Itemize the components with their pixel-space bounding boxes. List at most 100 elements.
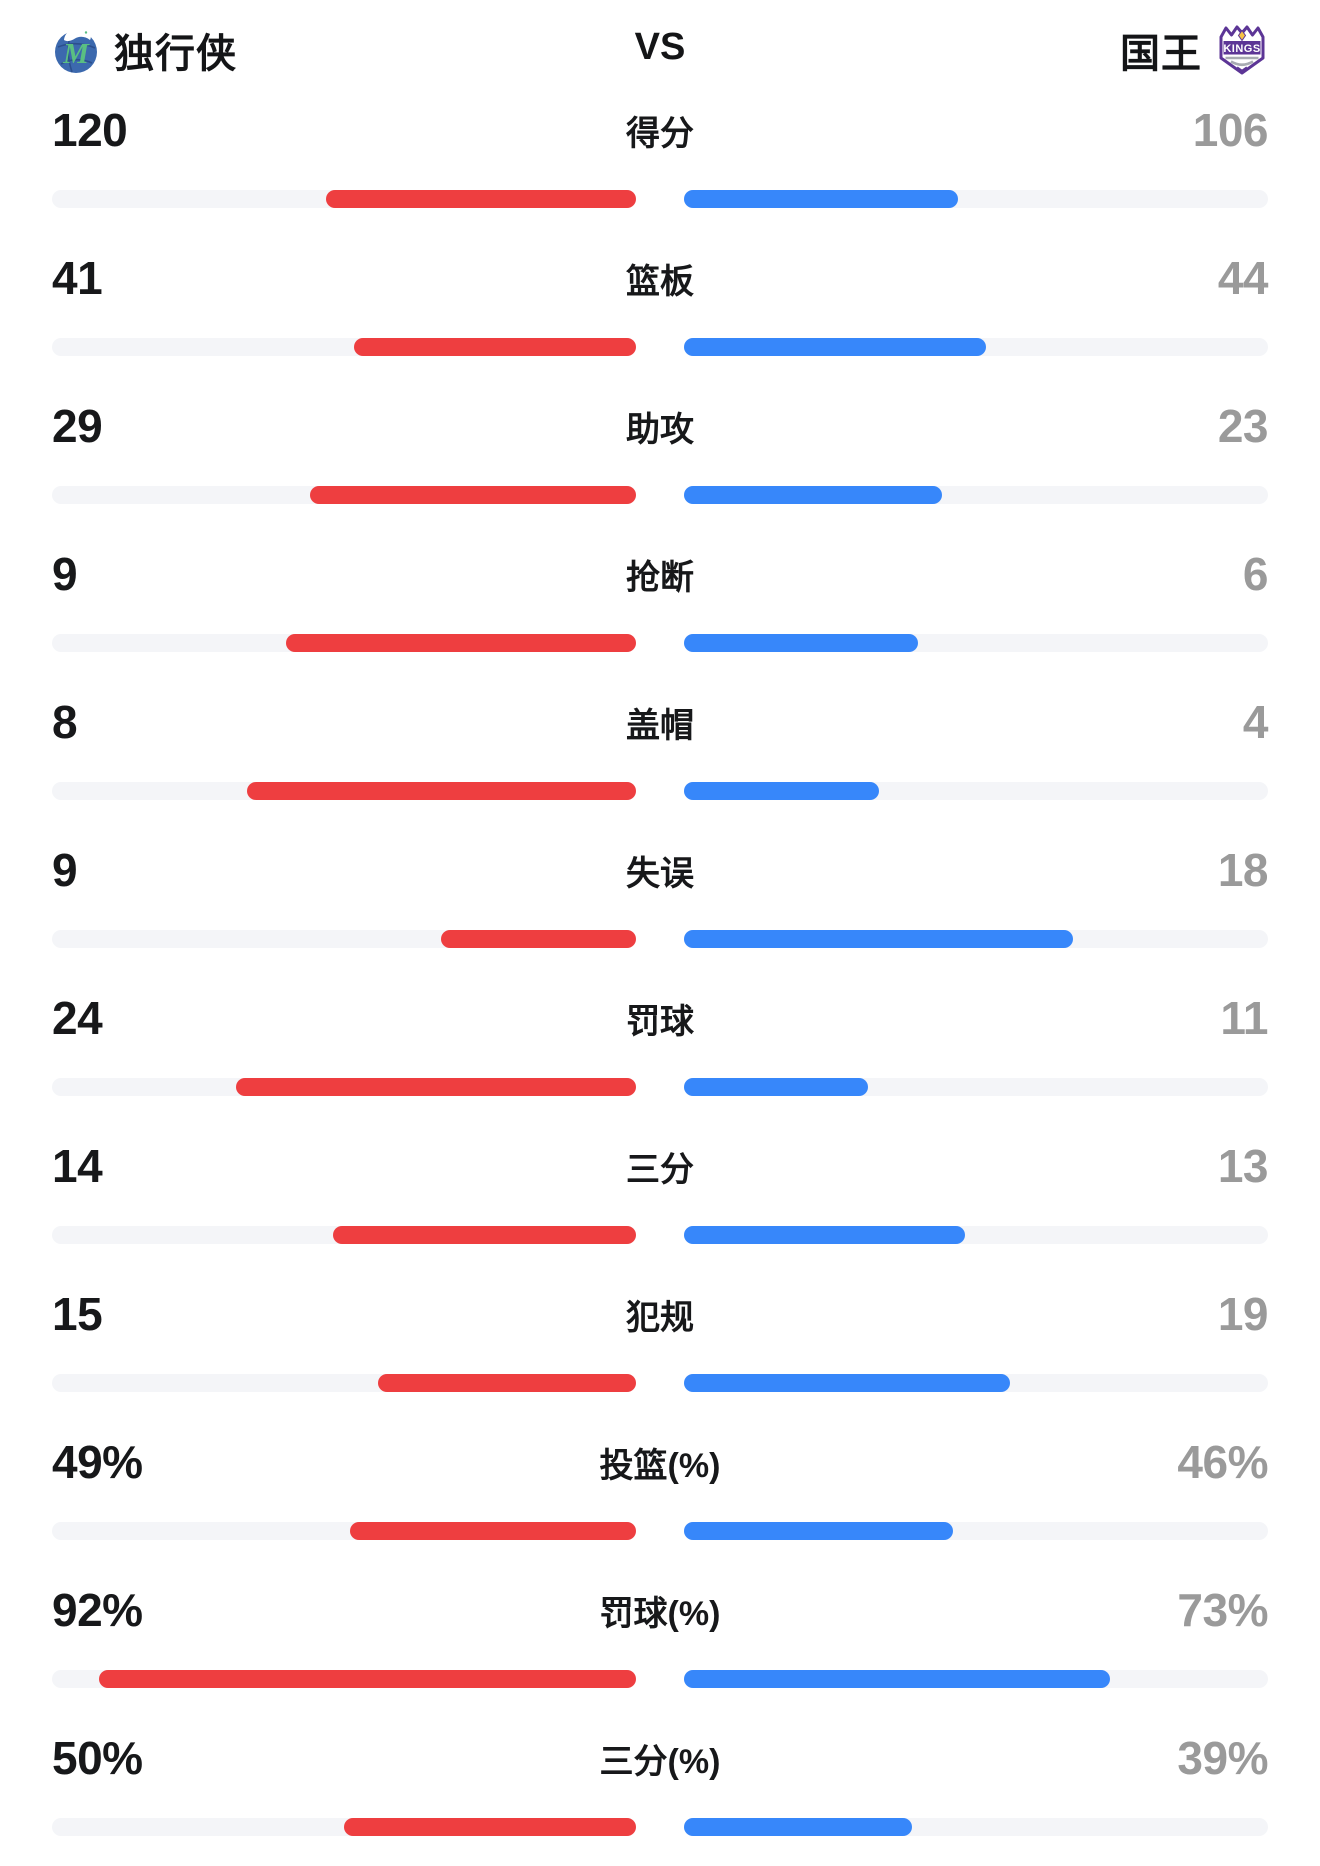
right-team-bar bbox=[684, 190, 958, 208]
right-team-bar bbox=[684, 1670, 1111, 1688]
right-bar-track bbox=[684, 1078, 1268, 1096]
stat-values: 50% 三分(%) 39% bbox=[0, 1718, 1320, 1784]
left-bar-track bbox=[52, 1226, 636, 1244]
stat-bars bbox=[52, 486, 1268, 504]
right-team-bar bbox=[684, 1818, 912, 1836]
stat-bars bbox=[52, 1818, 1268, 1836]
stat-label: 篮板 bbox=[626, 262, 694, 301]
left-team-value: 41 bbox=[52, 252, 103, 304]
stat-row: 49% 投篮(%) 46% bbox=[0, 1422, 1320, 1570]
left-team-bar bbox=[246, 782, 636, 800]
left-team-bar bbox=[378, 1374, 636, 1392]
left-team-bar bbox=[354, 338, 636, 356]
left-team-bar bbox=[344, 1818, 636, 1836]
right-team-bar bbox=[684, 1226, 966, 1244]
right-team-value: 6 bbox=[1242, 548, 1269, 600]
right-team-bar bbox=[684, 634, 918, 652]
stat-bars bbox=[52, 1374, 1268, 1392]
stat-row: 29 助攻 23 bbox=[0, 386, 1320, 534]
right-team-value: 44 bbox=[1217, 252, 1269, 304]
stat-row: 120 得分 106 bbox=[0, 90, 1320, 238]
left-team-value: 14 bbox=[52, 1140, 103, 1192]
stat-row: 14 三分 13 bbox=[0, 1126, 1320, 1274]
stat-values: 120 得分 106 bbox=[0, 90, 1320, 156]
left-bar-track bbox=[52, 1374, 636, 1392]
stat-row: 92% 罚球(%) 73% bbox=[0, 1570, 1320, 1718]
left-team-value: 49% bbox=[52, 1436, 143, 1488]
left-team-value: 29 bbox=[52, 400, 103, 452]
left-team-bar bbox=[310, 486, 636, 504]
svg-text:M: M bbox=[62, 38, 90, 70]
stat-label: 助攻 bbox=[626, 410, 694, 449]
right-bar-track bbox=[684, 930, 1268, 948]
stat-values: 9 失误 18 bbox=[0, 830, 1320, 896]
stat-row: 15 犯规 19 bbox=[0, 1274, 1320, 1422]
left-team-value: 8 bbox=[52, 696, 78, 748]
stat-values: 8 盖帽 4 bbox=[0, 682, 1320, 748]
left-team-value: 9 bbox=[52, 548, 78, 600]
stat-values: 92% 罚球(%) 73% bbox=[0, 1570, 1320, 1636]
stat-bars bbox=[52, 190, 1268, 208]
left-bar-track bbox=[52, 1078, 636, 1096]
stat-label: 抢断 bbox=[626, 558, 694, 597]
stat-row: 41 篮板 44 bbox=[0, 238, 1320, 386]
stat-row: 9 抢断 6 bbox=[0, 534, 1320, 682]
right-team-value: 23 bbox=[1217, 400, 1269, 452]
right-bar-track bbox=[684, 338, 1268, 356]
stat-bars bbox=[52, 782, 1268, 800]
stat-label: 投篮(%) bbox=[599, 1446, 721, 1485]
mavericks-logo-icon: M bbox=[55, 28, 97, 73]
stat-values: 14 三分 13 bbox=[0, 1126, 1320, 1192]
stat-row: 9 失误 18 bbox=[0, 830, 1320, 978]
right-team-value: 46% bbox=[1177, 1436, 1268, 1488]
stat-row: 8 盖帽 4 bbox=[0, 682, 1320, 830]
left-team-value: 9 bbox=[52, 844, 78, 896]
left-team-value: 92% bbox=[52, 1584, 143, 1636]
left-bar-track bbox=[52, 1670, 636, 1688]
stat-label: 三分(%) bbox=[599, 1742, 721, 1781]
right-team-value: 18 bbox=[1217, 844, 1269, 896]
left-team-bar bbox=[333, 1226, 636, 1244]
right-team-bar bbox=[684, 930, 1074, 948]
stat-label: 犯规 bbox=[626, 1298, 694, 1337]
left-team-bar bbox=[349, 1522, 636, 1540]
stat-bars bbox=[52, 338, 1268, 356]
stat-label: 罚球(%) bbox=[599, 1594, 721, 1633]
right-team-bar bbox=[684, 1374, 1011, 1392]
right-bar-track bbox=[684, 1374, 1268, 1392]
stat-values: 24 罚球 11 bbox=[0, 978, 1320, 1044]
left-bar-track bbox=[52, 930, 636, 948]
right-team-bar bbox=[684, 338, 987, 356]
left-team-bar bbox=[285, 634, 636, 652]
stat-bars bbox=[52, 1226, 1268, 1244]
right-team-bar bbox=[684, 1522, 953, 1540]
left-team-value: 24 bbox=[52, 992, 103, 1044]
right-team-bar bbox=[684, 1078, 868, 1096]
left-bar-track bbox=[52, 782, 636, 800]
left-team-header: M 独行侠 bbox=[52, 21, 237, 79]
stat-bars bbox=[52, 930, 1268, 948]
right-team-value: 13 bbox=[1217, 1140, 1269, 1192]
stat-values: 41 篮板 44 bbox=[0, 238, 1320, 304]
right-team-value: 73% bbox=[1177, 1584, 1268, 1636]
right-team-value: 11 bbox=[1220, 992, 1268, 1044]
kings-logo-text: KINGS bbox=[1223, 43, 1260, 55]
right-team-value: 19 bbox=[1217, 1288, 1269, 1340]
left-team-bar bbox=[325, 190, 636, 208]
stat-values: 9 抢断 6 bbox=[0, 534, 1320, 600]
right-team-value: 39% bbox=[1177, 1732, 1268, 1784]
stat-values: 15 犯规 19 bbox=[0, 1274, 1320, 1340]
left-bar-track bbox=[52, 338, 636, 356]
stat-label: 三分 bbox=[626, 1150, 694, 1189]
right-team-bar bbox=[684, 486, 943, 504]
right-bar-track bbox=[684, 1522, 1268, 1540]
left-team-value: 120 bbox=[52, 104, 128, 156]
left-bar-track bbox=[52, 634, 636, 652]
stat-label: 罚球 bbox=[626, 1002, 694, 1041]
stat-label: 盖帽 bbox=[626, 706, 694, 745]
right-bar-track bbox=[684, 782, 1268, 800]
right-bar-track bbox=[684, 1226, 1268, 1244]
right-bar-track bbox=[684, 634, 1268, 652]
left-team-bar bbox=[235, 1078, 636, 1096]
